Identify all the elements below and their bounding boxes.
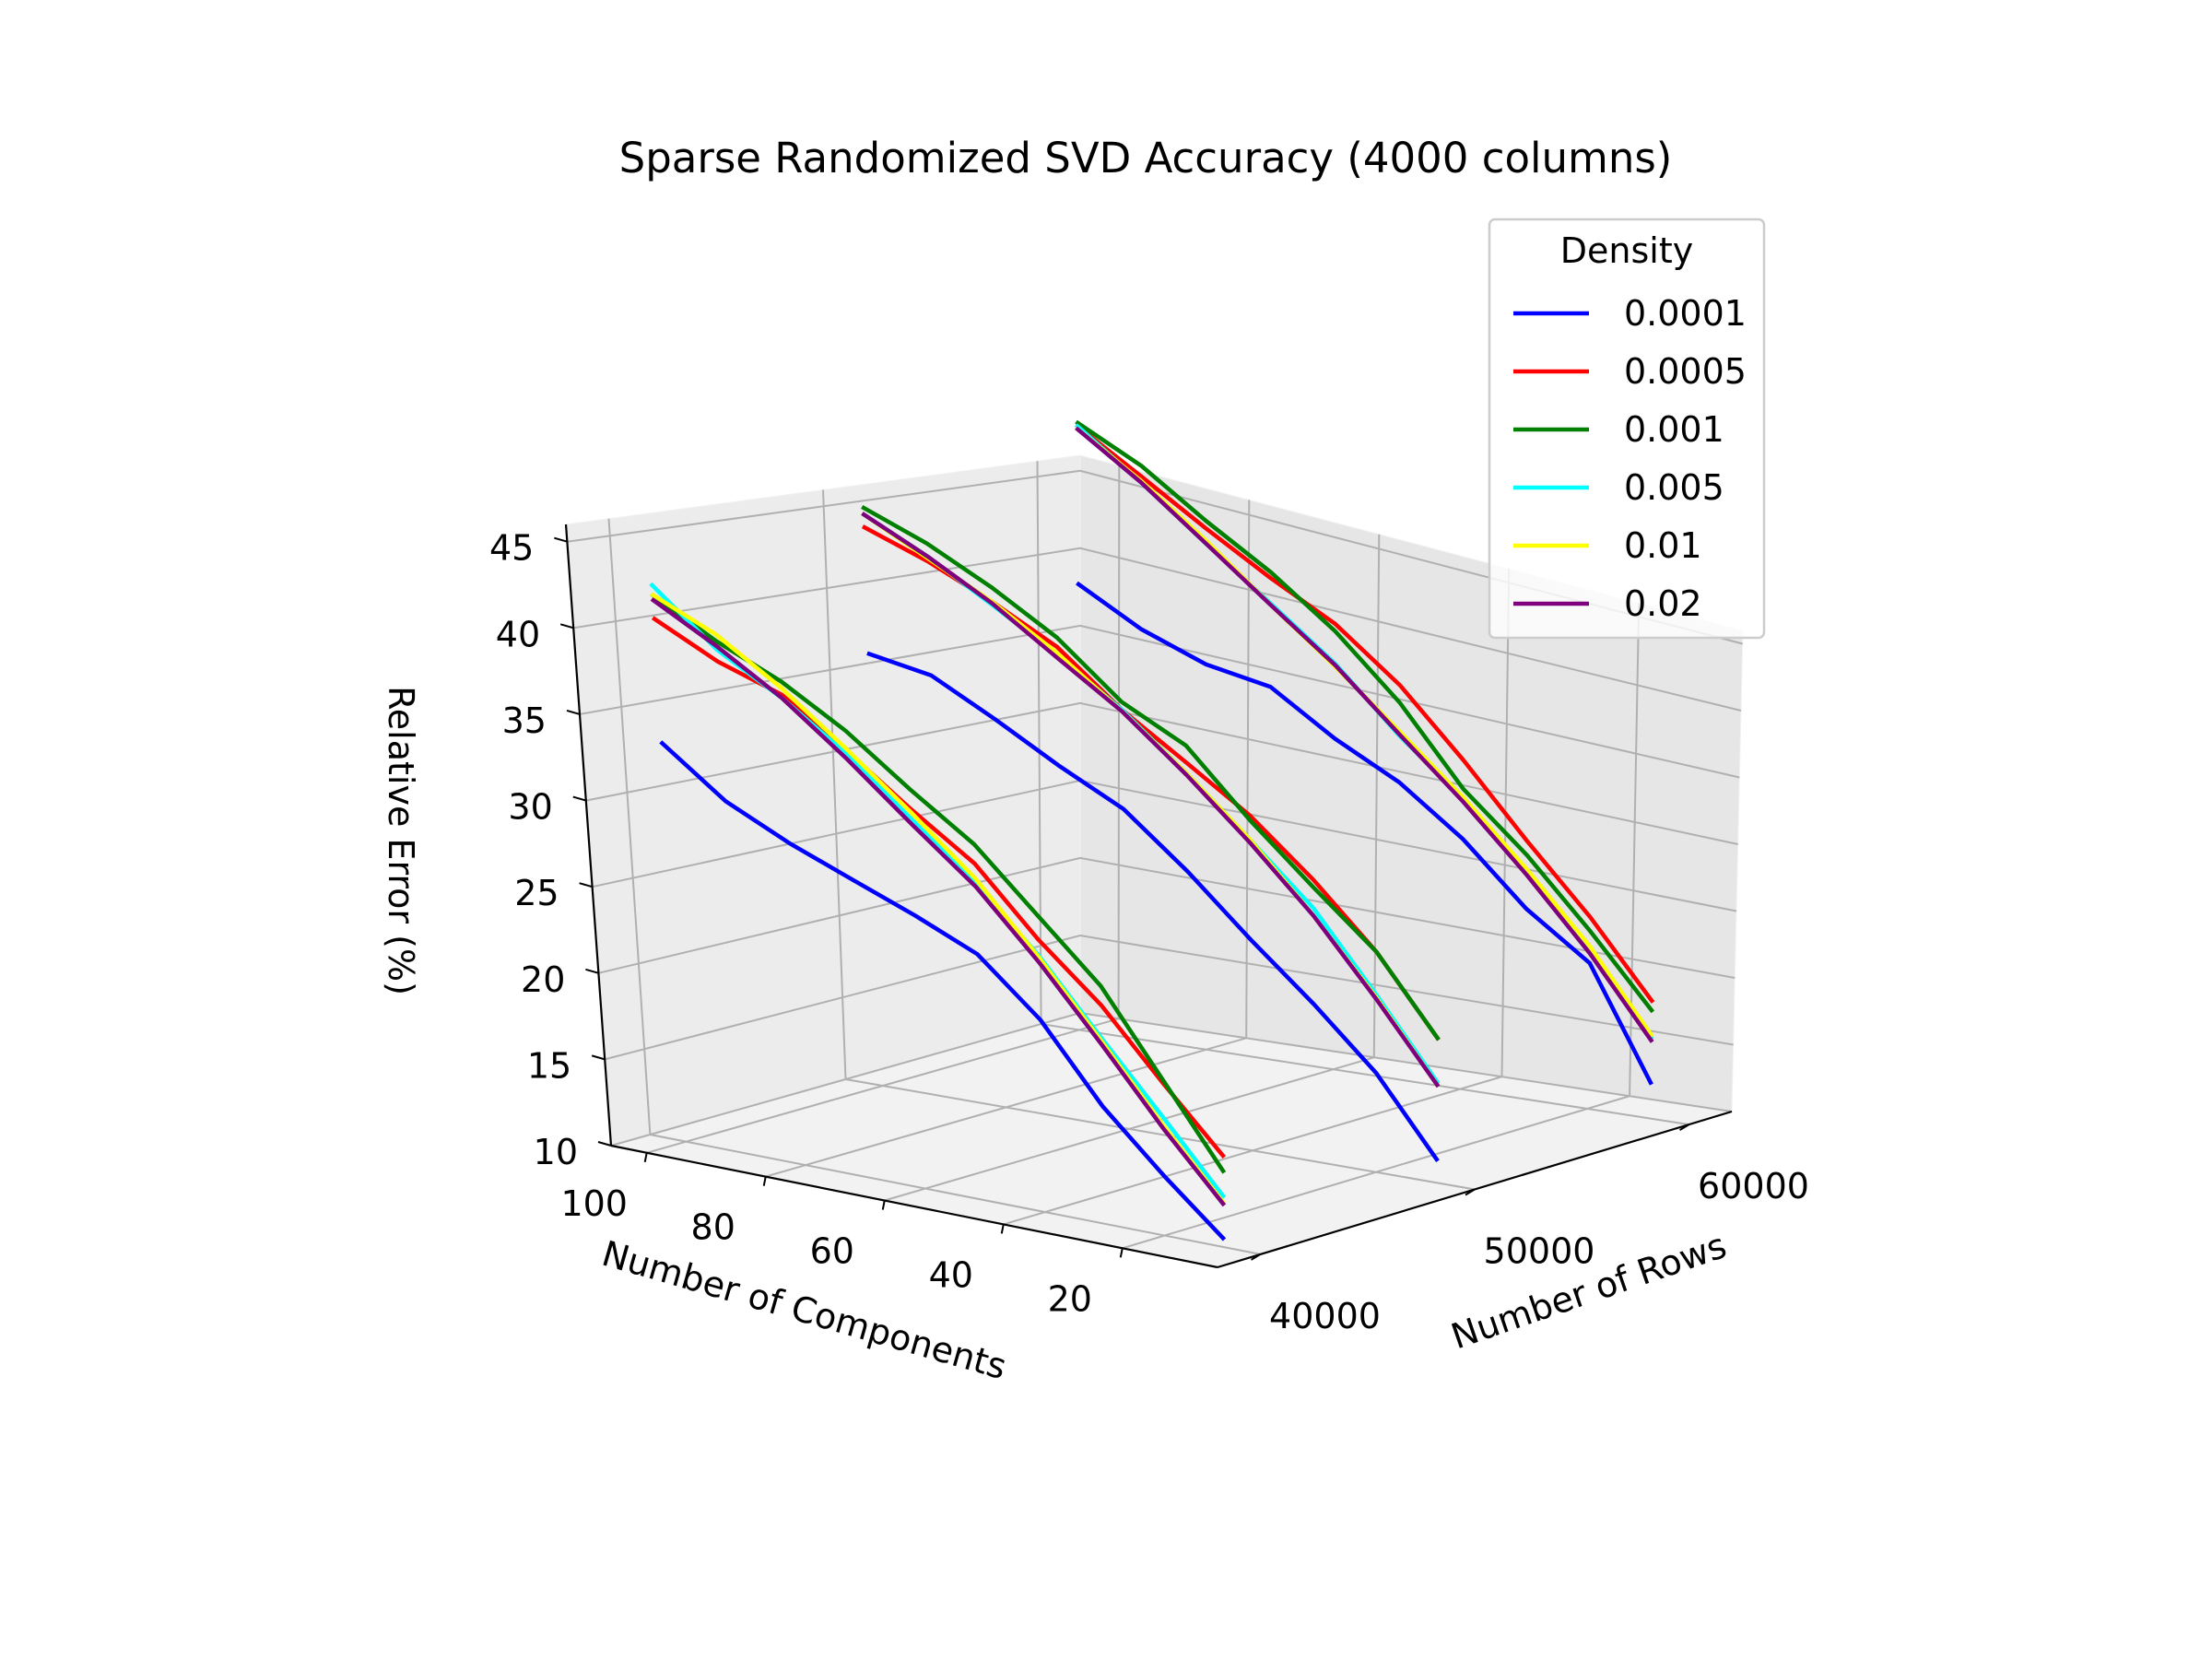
z-tick — [591, 1054, 606, 1061]
series-lines — [649, 419, 1655, 1241]
legend-entry-0.02: 0.02 — [1624, 583, 1702, 624]
z-tick-label: 30 — [508, 787, 552, 828]
z-axis-label: Relative Error (%) — [381, 686, 421, 995]
gridline-z — [585, 701, 1738, 845]
series-line-0.02 — [650, 597, 1227, 1207]
series-line-0.001 — [1075, 419, 1655, 1014]
z-tick-label: 20 — [521, 959, 565, 1000]
y-tick — [1250, 1253, 1262, 1261]
series-line-0.02 — [861, 512, 1441, 1088]
x-tick-label: 100 — [560, 1183, 628, 1224]
series-line-0.0001 — [1076, 581, 1653, 1086]
x-axis-line — [610, 1144, 1218, 1269]
series-line-0.0005 — [1075, 423, 1655, 1004]
y-tick — [1678, 1124, 1690, 1131]
x-tick — [643, 1152, 648, 1162]
z-tick-label: 45 — [489, 528, 534, 569]
gridline-z — [573, 547, 1742, 712]
legend-entry-0.0005: 0.0005 — [1624, 351, 1747, 392]
gridline-z — [598, 856, 1735, 979]
z-tick-label: 25 — [514, 873, 559, 913]
y-tick-label: 60000 — [1698, 1166, 1809, 1206]
x-tick — [1119, 1248, 1124, 1258]
z-tick — [559, 623, 574, 629]
z-tick — [566, 709, 581, 715]
legend-entry-0.0001: 0.0001 — [1624, 293, 1747, 334]
z-tick-label: 35 — [502, 700, 547, 741]
legend-entry-0.001: 0.001 — [1624, 409, 1724, 450]
z-tick-label: 10 — [534, 1132, 578, 1172]
legend-box — [1488, 218, 1766, 640]
legend-entry-0.005: 0.005 — [1624, 467, 1724, 508]
z-tick — [585, 968, 599, 974]
z-tick — [597, 1141, 612, 1147]
x-tick-label: 20 — [1048, 1278, 1092, 1319]
series-line-0.0005 — [651, 616, 1227, 1159]
chart-title: Sparse Randomized SVD Accuracy (4000 col… — [619, 134, 1673, 182]
y-tick — [1465, 1188, 1476, 1196]
legend: Density 0.0001 0.0005 0.001 0.005 0.01 0.02 — [1488, 218, 1766, 640]
series-line-0.02 — [1075, 426, 1654, 1043]
series-line-0.001 — [861, 504, 1441, 1041]
z-tick-label: 40 — [496, 614, 540, 654]
x-tick — [1000, 1224, 1005, 1234]
x-tick — [881, 1200, 886, 1210]
axes: 20 40 60 80 100 40000 50000 60000 10 15 20 25 30 35 40… — [489, 524, 1809, 1336]
x-tick — [762, 1176, 767, 1186]
legend-title: Density — [1560, 230, 1693, 271]
y-tick-label: 50000 — [1484, 1231, 1595, 1272]
series-line-0.0001 — [659, 740, 1227, 1241]
z-tick — [554, 536, 568, 543]
gridline-z — [604, 934, 1734, 1061]
x-tick-label: 60 — [810, 1231, 854, 1272]
series-line-0.0001 — [866, 651, 1440, 1162]
z-tick-label: 15 — [527, 1045, 571, 1086]
x-tick-label: 40 — [929, 1254, 973, 1295]
x-tick-label: 80 — [691, 1207, 735, 1248]
z-tick — [579, 882, 593, 888]
y-tick-label: 40000 — [1269, 1296, 1381, 1336]
legend-entry-0.01: 0.01 — [1624, 525, 1702, 566]
gridline-z — [579, 624, 1740, 779]
z-tick — [572, 795, 587, 802]
